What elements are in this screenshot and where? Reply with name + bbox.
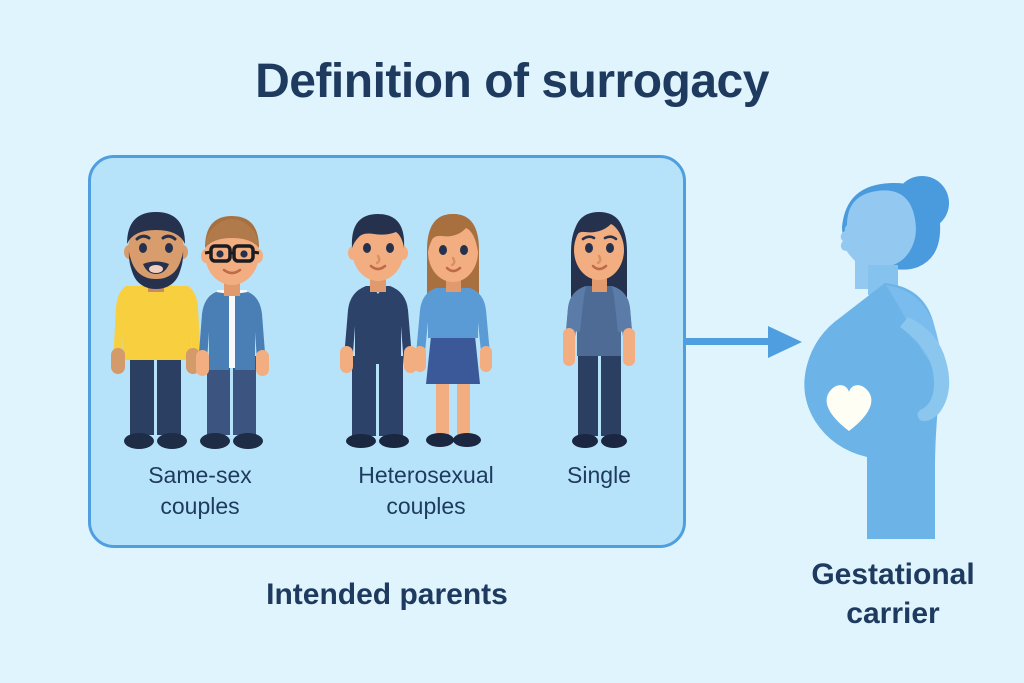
page-title: Definition of surrogacy bbox=[255, 55, 769, 108]
group-label-single: Single bbox=[534, 460, 664, 491]
group-label-same-sex: Same-sex couples bbox=[110, 460, 290, 522]
body bbox=[804, 283, 941, 539]
group-label-line1: Single bbox=[567, 462, 631, 488]
group-label-line2: couples bbox=[386, 493, 466, 520]
carrier-caption-line2: carrier bbox=[846, 597, 940, 630]
group-label-line1: Same-sex bbox=[148, 462, 252, 488]
person-man-in-suit bbox=[340, 214, 417, 448]
figure-single-person bbox=[534, 198, 664, 456]
heart-icon bbox=[826, 385, 872, 431]
arm bbox=[900, 317, 950, 422]
person-woman-in-skirt bbox=[414, 214, 492, 447]
person-single-woman bbox=[563, 212, 635, 448]
gestational-carrier-caption: Gestational carrier bbox=[748, 555, 1024, 633]
face bbox=[840, 190, 916, 289]
group-label-heterosexual: Heterosexual couples bbox=[326, 460, 526, 522]
gestational-carrier-illustration bbox=[790, 165, 1010, 545]
group-label-line1: Heterosexual bbox=[358, 462, 494, 488]
flow-arrow bbox=[684, 322, 802, 362]
person-bearded-man bbox=[111, 212, 201, 449]
intended-parents-caption: Intended parents bbox=[266, 578, 508, 611]
figure-same-sex-couple bbox=[110, 198, 290, 456]
group-label-line2: couples bbox=[160, 493, 240, 520]
carrier-caption-line1: Gestational bbox=[811, 558, 975, 591]
figure-heterosexual-couple bbox=[330, 198, 510, 456]
person-man-with-glasses bbox=[196, 216, 269, 449]
